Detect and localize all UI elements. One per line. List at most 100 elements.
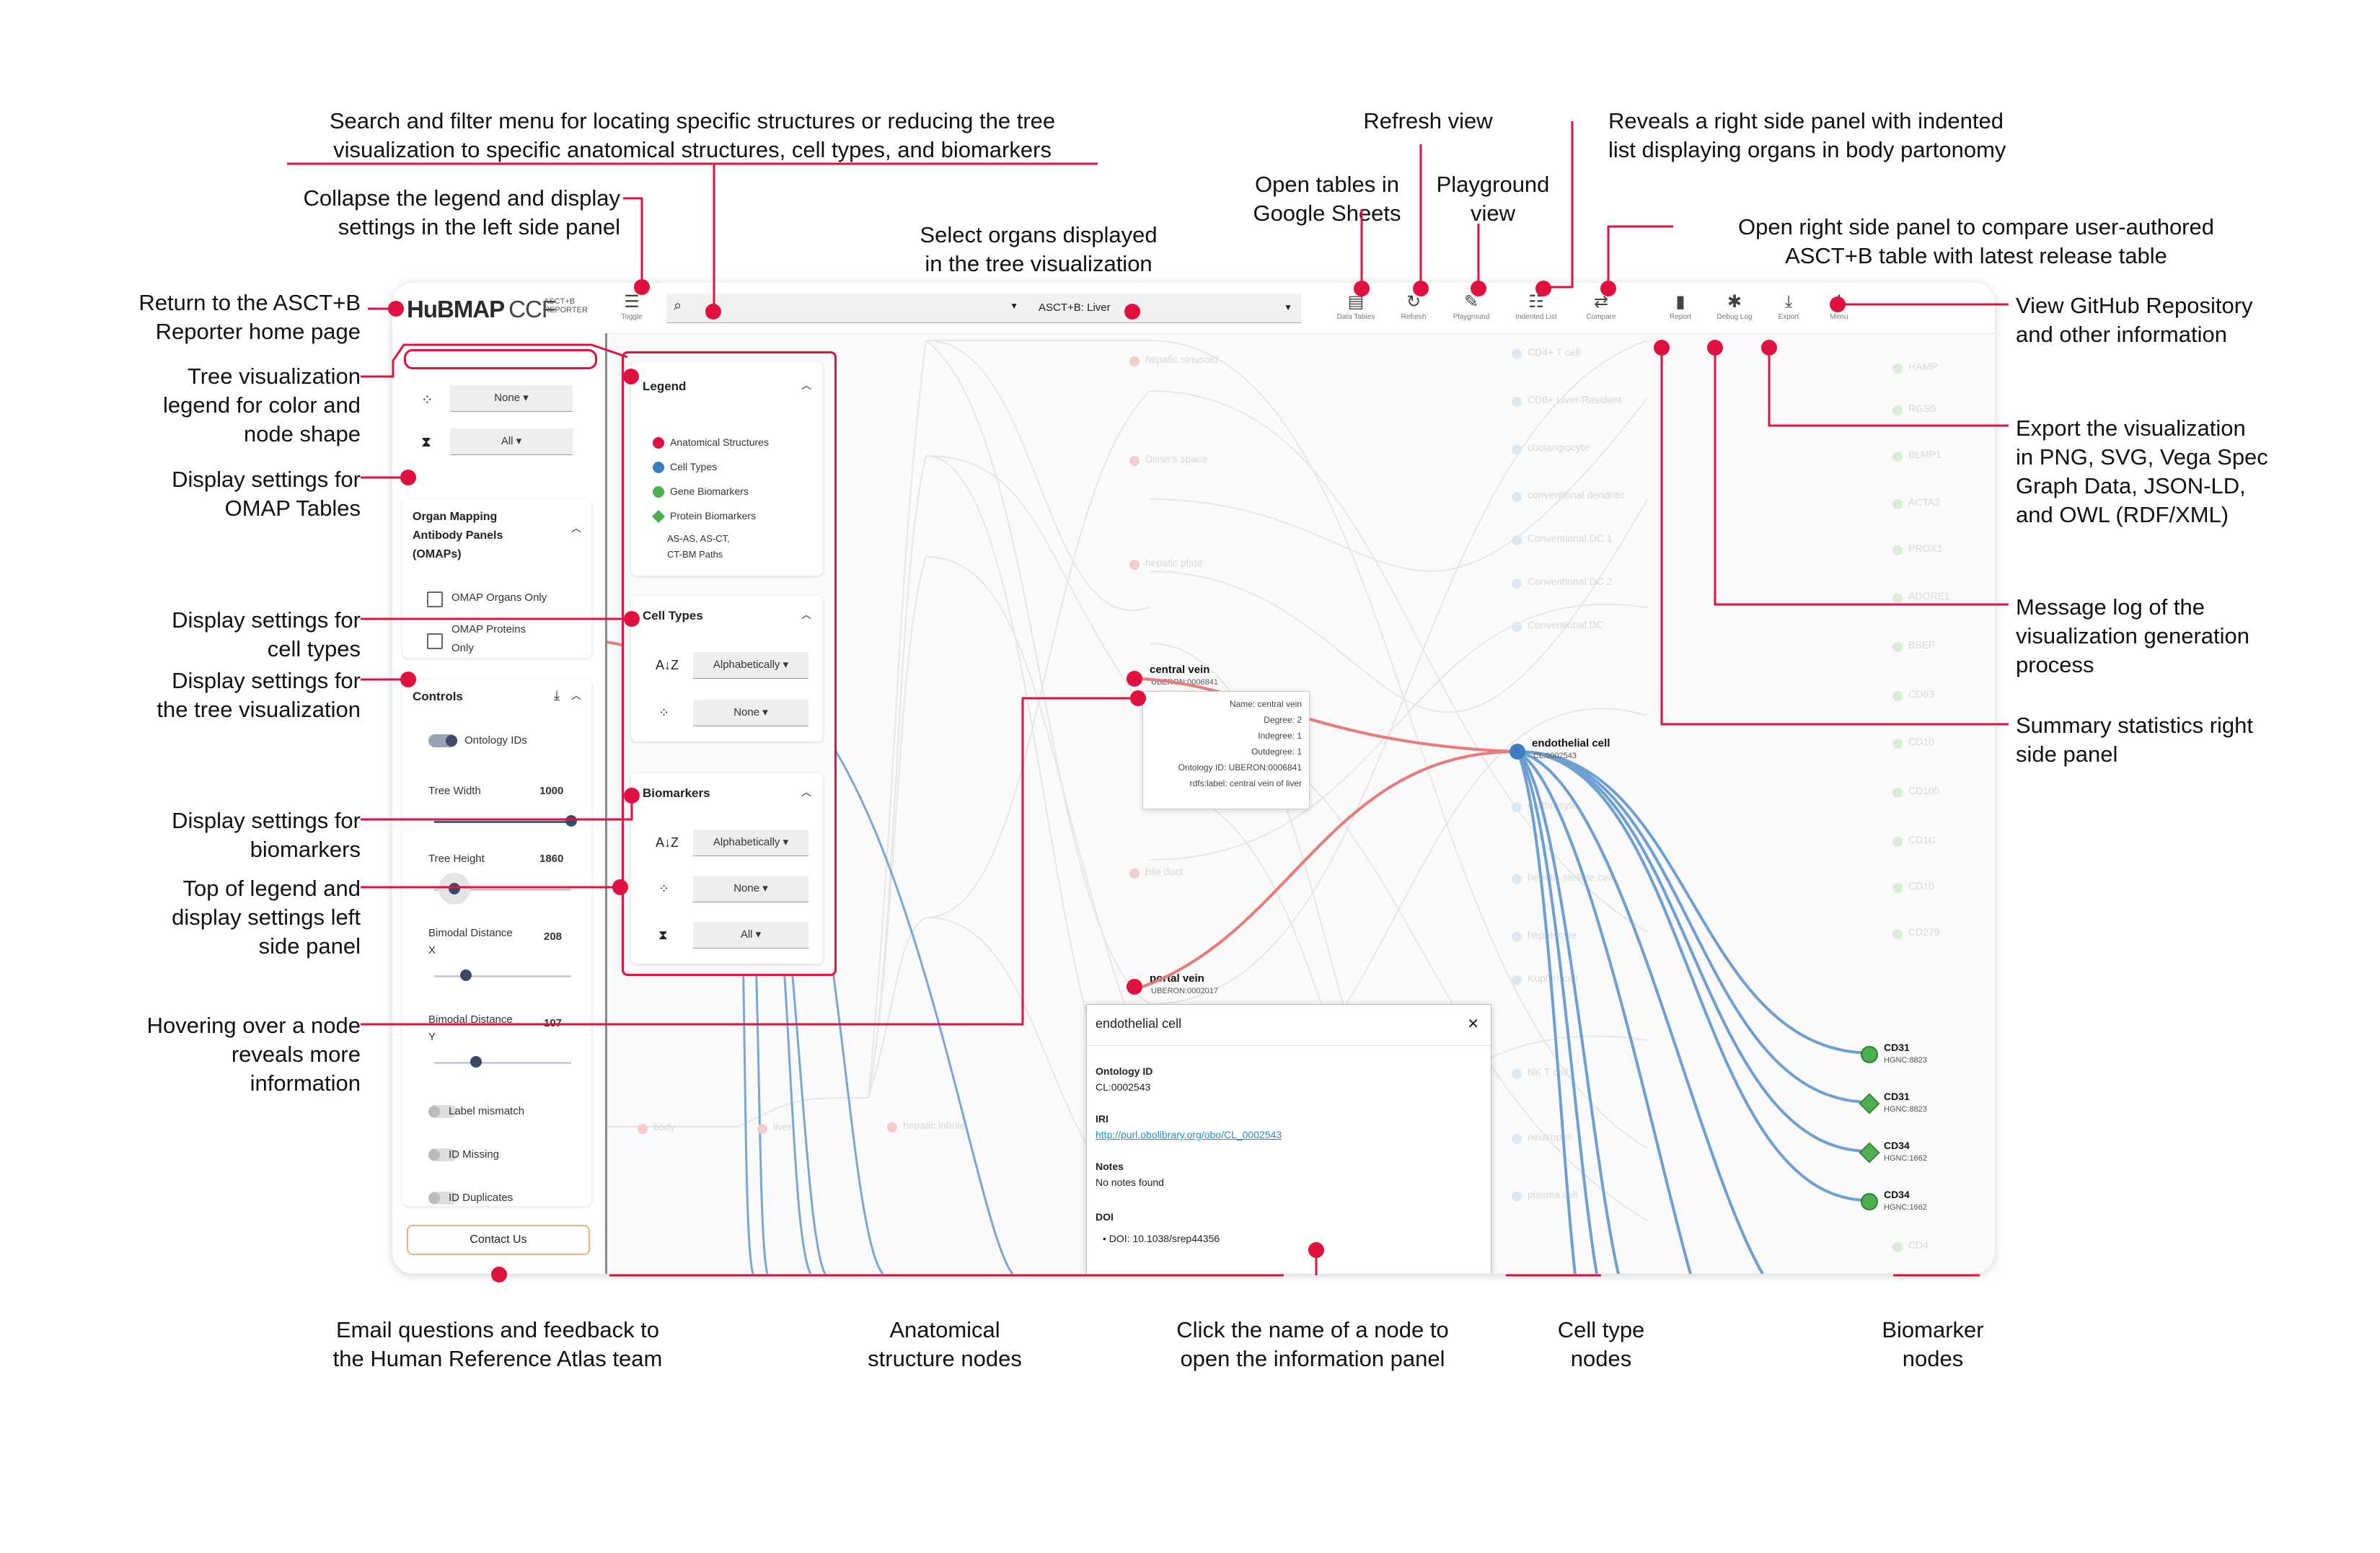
faint-node[interactable]	[1129, 868, 1140, 879]
faint-node-label[interactable]: Kupffer cell	[1528, 972, 1578, 984]
faint-node[interactable]	[1512, 1192, 1522, 1202]
biomarker-label[interactable]: CD34	[1884, 1189, 1910, 1200]
toolbar-debug-log-button[interactable]: ✱ Debug Log	[1713, 291, 1756, 321]
faint-node-label[interactable]: Conventional DC	[1528, 619, 1604, 630]
faint-node-label[interactable]: ACTA2	[1908, 496, 1941, 508]
faint-node-label[interactable]: bile duct	[1145, 866, 1184, 877]
faint-node-label[interactable]: CD4+ T cell	[1528, 346, 1581, 358]
biomarker-label[interactable]: CD31	[1884, 1042, 1910, 1053]
faint-node[interactable]	[1512, 492, 1522, 502]
label-mismatch-toggle[interactable]	[428, 1105, 457, 1118]
faint-node[interactable]	[1892, 883, 1903, 893]
close-icon[interactable]: ✕	[1467, 1016, 1479, 1032]
faint-node[interactable]	[1512, 622, 1522, 632]
faint-node-label[interactable]: CD10	[1908, 736, 1934, 747]
faint-node-label[interactable]: neutrophil	[1528, 1131, 1572, 1143]
bimodal-x-knob[interactable]	[460, 969, 472, 981]
faint-node[interactable]	[1892, 499, 1903, 509]
chevron-up-icon[interactable]: ︿	[801, 786, 811, 798]
endothelial-cell-node[interactable]	[1509, 744, 1525, 760]
faint-node-label[interactable]: liver	[773, 1121, 792, 1132]
endothelial-cell-label[interactable]: endothelial cell	[1532, 737, 1610, 749]
faint-node-label[interactable]: conventional dendritic	[1528, 489, 1626, 501]
filter-select[interactable]: All ▾	[450, 428, 573, 455]
faint-node-label[interactable]: CD279	[1908, 926, 1940, 938]
faint-node[interactable]	[1892, 691, 1903, 701]
ontology-ids-toggle[interactable]	[428, 734, 457, 747]
biomarker-node[interactable]	[1861, 1046, 1878, 1063]
faint-node[interactable]	[1129, 356, 1140, 366]
organ-select[interactable]: ASCT+B: Liver ▼	[1020, 294, 1301, 323]
tree-width-slider[interactable]	[434, 821, 571, 823]
cell-types-sort-select[interactable]: Alphabetically ▾	[693, 652, 808, 679]
faint-node[interactable]	[1512, 535, 1522, 545]
faint-node-label[interactable]: Disse's space	[1145, 453, 1207, 465]
chevron-up-icon[interactable]: ︿	[801, 379, 811, 391]
faint-node-label[interactable]: hepatic sinusoid	[1145, 353, 1218, 365]
id-duplicates-toggle[interactable]	[428, 1192, 457, 1205]
portal-vein-label[interactable]: portal vein	[1150, 972, 1204, 985]
bimodal-x-slider[interactable]	[434, 975, 571, 977]
tree-height-knob[interactable]	[449, 883, 460, 894]
faint-node-label[interactable]: body	[653, 1121, 676, 1132]
chevron-up-icon[interactable]: ︿	[571, 690, 581, 701]
faint-node[interactable]	[1512, 444, 1522, 454]
central-vein-node[interactable]	[1127, 671, 1142, 687]
faint-node-label[interactable]: BLMP1	[1908, 449, 1942, 460]
biomarker-node[interactable]	[1861, 1193, 1878, 1210]
size-select[interactable]: None ▾	[450, 385, 573, 412]
faint-node[interactable]	[1512, 578, 1522, 589]
toolbar-indented-list-button[interactable]: ☷ Indented List	[1515, 291, 1558, 321]
search-input[interactable]: ⌕ ▼	[666, 294, 1027, 323]
hubmap-ccf-logo[interactable]: HuBMAP CCF	[407, 296, 556, 323]
faint-node-label[interactable]: CD105	[1908, 785, 1940, 796]
faint-node-label[interactable]: CD63	[1908, 688, 1934, 700]
portal-vein-node[interactable]	[1127, 979, 1142, 995]
omap-proteins-checkbox[interactable]	[427, 633, 443, 649]
faint-node[interactable]	[1129, 560, 1140, 570]
faint-node-label[interactable]: hepatic stellate cell	[1528, 871, 1613, 883]
faint-node[interactable]	[1892, 739, 1903, 749]
faint-node-label[interactable]: NK T cell	[1528, 1066, 1569, 1078]
faint-node-label[interactable]: hepatic lobule	[903, 1119, 966, 1131]
contact-us-button[interactable]: Contact Us	[407, 1225, 590, 1255]
info-iri-link[interactable]: http://purl.obolibrary.org/obo/CL_000254…	[1096, 1129, 1282, 1140]
bimodal-y-slider[interactable]	[434, 1062, 571, 1064]
faint-node[interactable]	[1512, 397, 1522, 407]
toolbar-playground-button[interactable]: ✎ Playground	[1450, 291, 1493, 321]
faint-node[interactable]	[1512, 1069, 1522, 1079]
cell-types-size-select[interactable]: None ▾	[693, 700, 808, 726]
faint-node[interactable]	[1892, 364, 1903, 374]
faint-node[interactable]	[1892, 642, 1903, 652]
faint-node[interactable]	[1129, 456, 1140, 466]
faint-node[interactable]	[1892, 545, 1903, 555]
faint-node[interactable]	[1512, 802, 1522, 812]
biomarker-label[interactable]: CD34	[1884, 1140, 1910, 1151]
faint-node[interactable]	[1512, 975, 1522, 985]
omap-organs-checkbox[interactable]	[427, 591, 443, 607]
faint-node-label[interactable]: CD8+ Liver-Resident	[1528, 394, 1622, 405]
faint-node[interactable]	[1892, 788, 1903, 798]
faint-node[interactable]	[1892, 1242, 1903, 1252]
faint-node-label[interactable]: HAMP	[1908, 361, 1938, 372]
faint-node[interactable]	[638, 1124, 648, 1134]
faint-node[interactable]	[1512, 874, 1522, 884]
faint-node[interactable]	[1892, 929, 1903, 939]
biomarker-label[interactable]: CD31	[1884, 1091, 1910, 1102]
faint-node-label[interactable]: cholangiocyte	[1528, 441, 1590, 453]
chevron-up-icon[interactable]: ︿	[571, 522, 581, 534]
bimodal-y-knob[interactable]	[470, 1056, 482, 1068]
faint-node-label[interactable]: CD10	[1908, 880, 1934, 892]
faint-node-label[interactable]: Conventional DC 2	[1528, 576, 1613, 587]
faint-node[interactable]	[1892, 837, 1903, 847]
faint-node[interactable]	[887, 1122, 897, 1132]
faint-node[interactable]	[1512, 1134, 1522, 1144]
faint-node[interactable]	[1512, 932, 1522, 942]
toolbar-data-tables-button[interactable]: ▤ Data Tables	[1334, 291, 1378, 321]
toolbar-refresh-button[interactable]: ↻ Refresh	[1392, 291, 1435, 321]
faint-node-label[interactable]: hepatocyte	[1528, 929, 1577, 941]
toggle-button[interactable]: ☰ Toggle	[610, 291, 653, 321]
toolbar-compare-button[interactable]: ⇄ Compare	[1579, 291, 1623, 321]
tree-width-knob[interactable]	[565, 815, 577, 827]
toolbar-report-button[interactable]: ▮ Report	[1659, 291, 1702, 321]
